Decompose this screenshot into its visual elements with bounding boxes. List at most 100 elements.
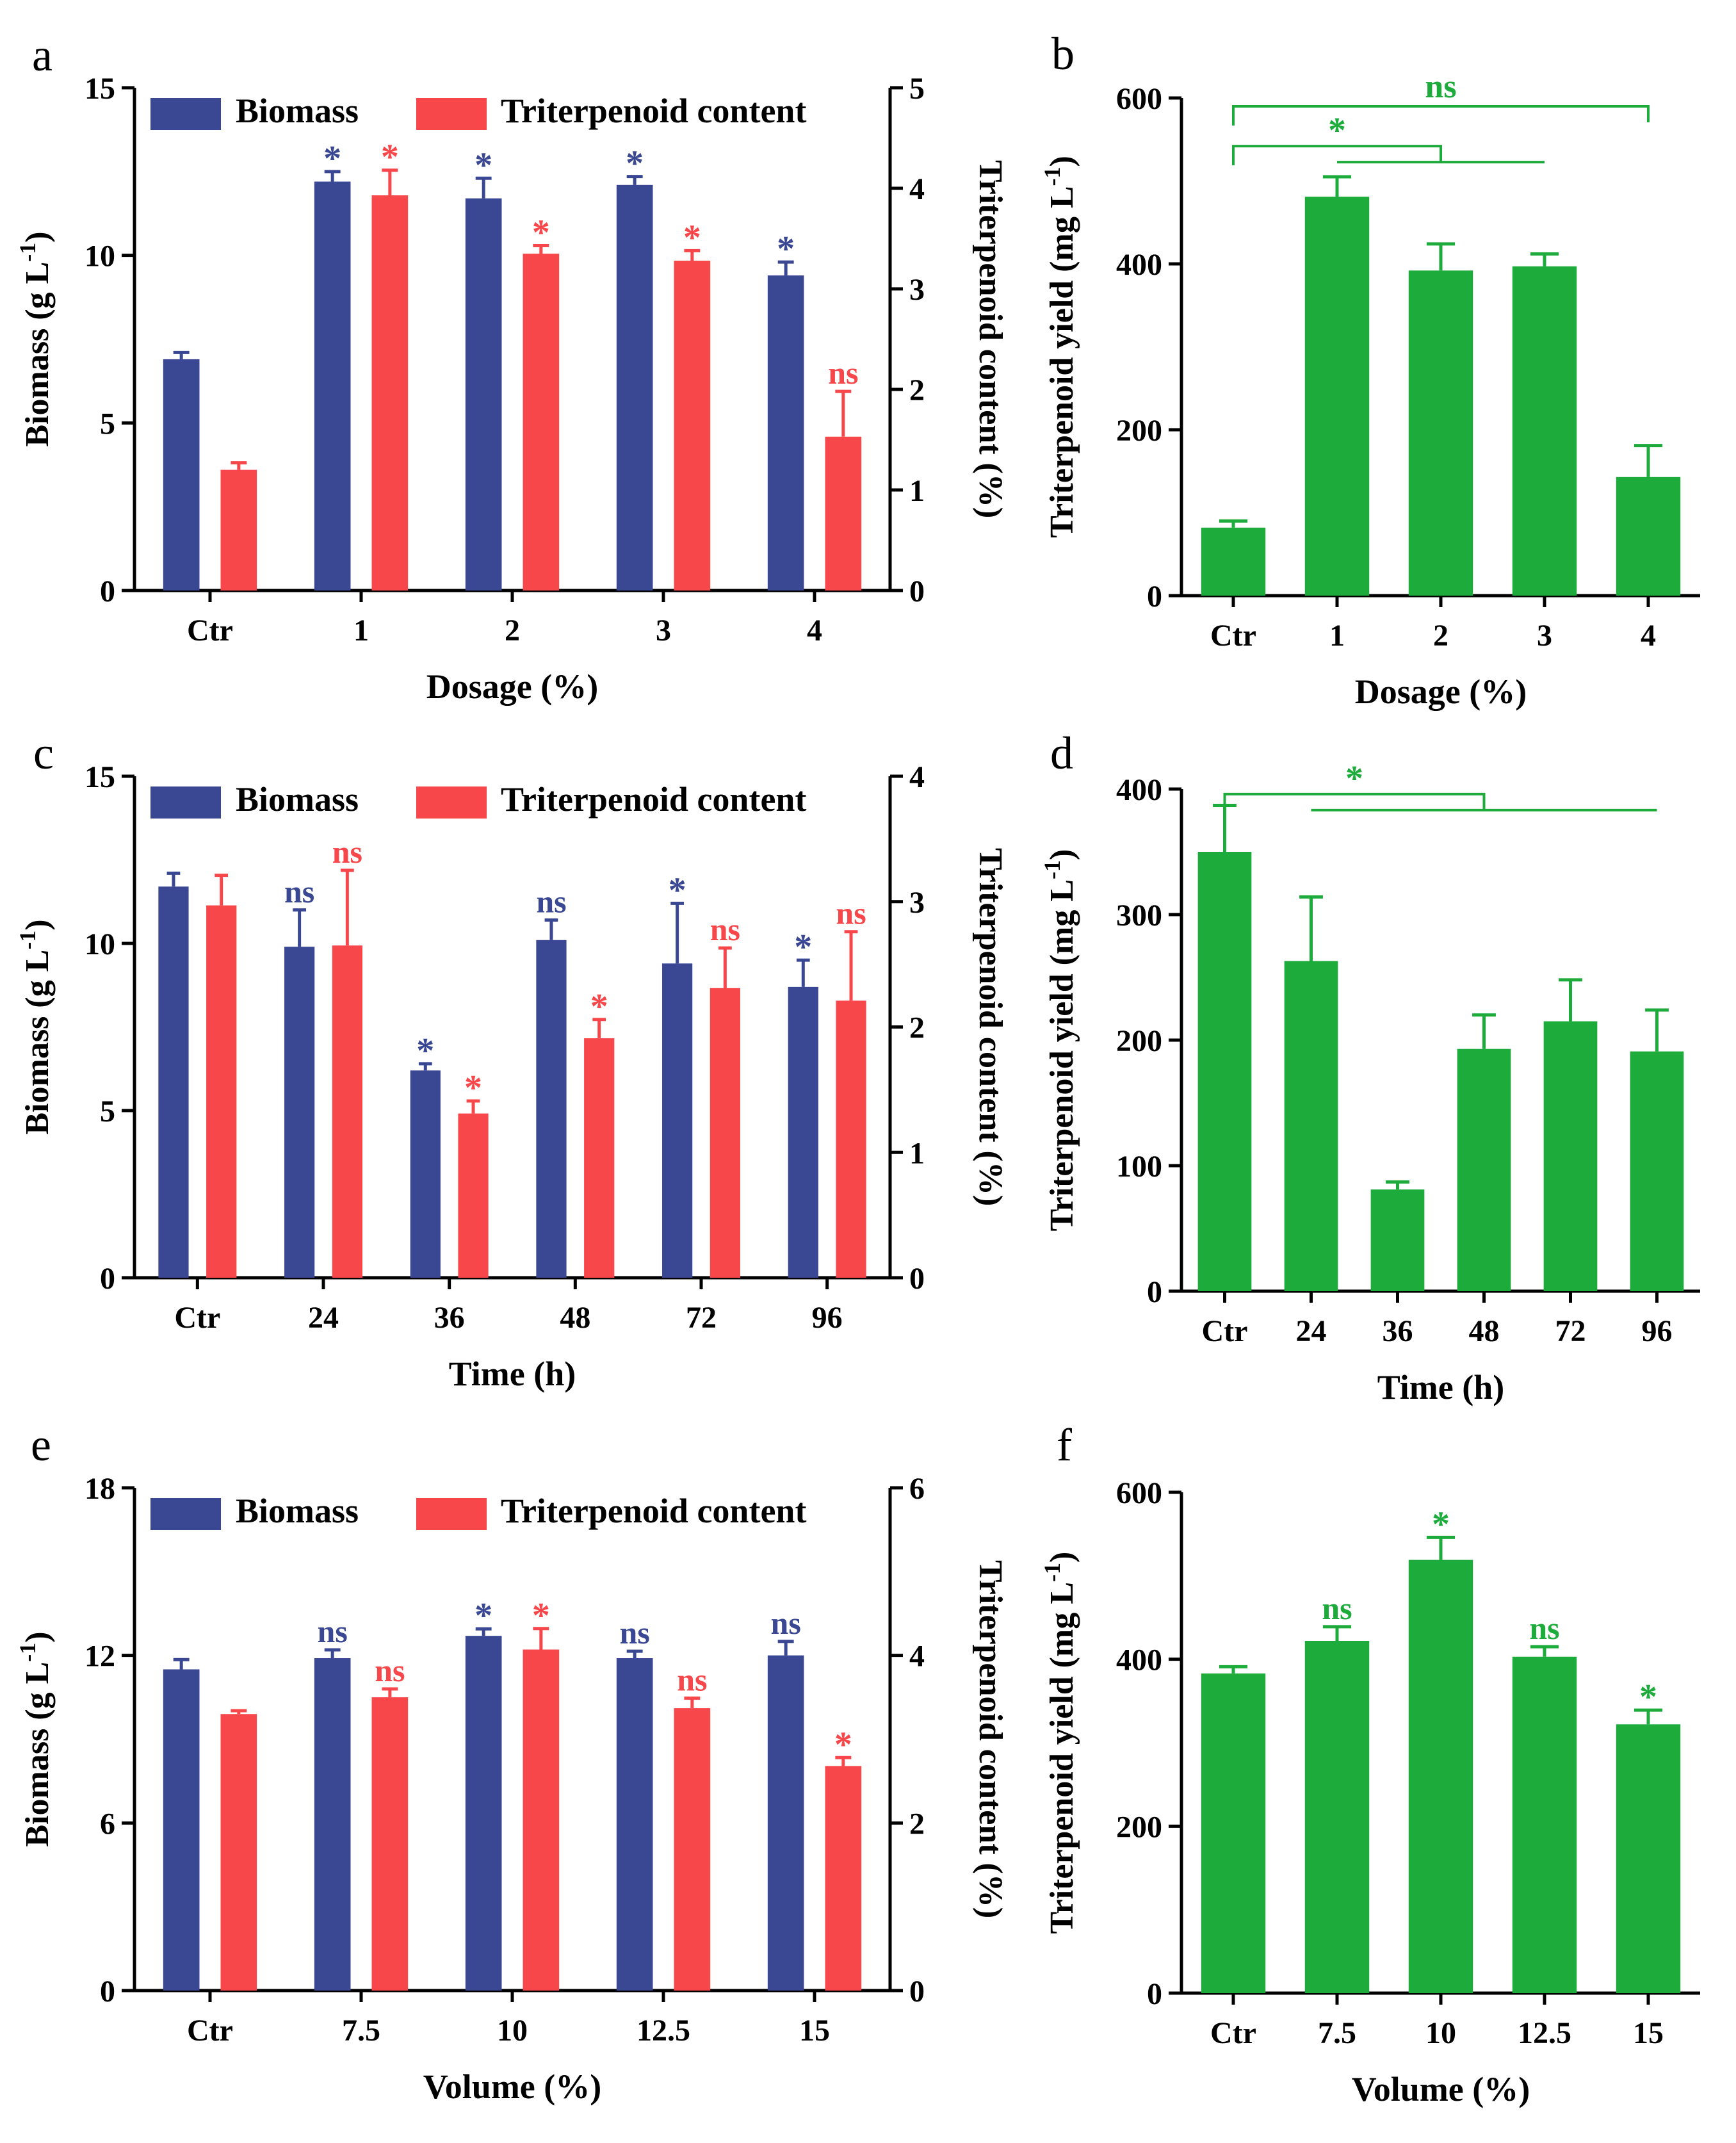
bar-triterpenoid	[220, 1714, 257, 1991]
significance-label: *	[381, 138, 399, 177]
significance-label: *	[1432, 1504, 1450, 1544]
bar-biomass	[163, 1669, 200, 1991]
significance-label: *	[626, 144, 644, 184]
x-tick-label: 7.5	[342, 2014, 380, 2048]
x-tick-label: Ctr	[187, 2014, 233, 2048]
y-tick-label: 0	[100, 574, 115, 608]
x-tick-label: 12.5	[637, 2014, 690, 2048]
legend-swatch-biomass	[150, 786, 221, 819]
legend-label-biomass: Biomass	[236, 92, 359, 130]
bar-yield	[1616, 477, 1681, 596]
x-tick-label: 96	[812, 1301, 843, 1335]
bar-yield	[1370, 1189, 1425, 1291]
legend-label-biomass: Biomass	[236, 1492, 359, 1530]
bar-triterpenoid	[584, 1038, 615, 1278]
bar-biomass	[314, 181, 351, 591]
bar-yield	[1201, 527, 1266, 596]
y-tick-label: 12	[85, 1640, 115, 1674]
x-tick-label: 3	[656, 614, 671, 648]
y2-tick-label: 2	[909, 373, 925, 407]
y-tick-label: 600	[1116, 1476, 1162, 1510]
bar-triterpenoid	[674, 261, 711, 591]
bar-yield	[1616, 1724, 1681, 1993]
significance-label: *	[777, 229, 795, 269]
significance-label: *	[1639, 1677, 1657, 1717]
x-tick-label: Ctr	[174, 1301, 220, 1335]
significance-label: *	[834, 1725, 852, 1764]
bar-triterpenoid	[674, 1708, 711, 1991]
y2-axis-label: Triterpenoid content (%)	[972, 1560, 1009, 1918]
panel-letter-b: b	[1051, 28, 1075, 79]
y-tick-label: 0	[1147, 1977, 1162, 2011]
significance-label: ns	[375, 1652, 405, 1688]
y-tick-label: 400	[1116, 248, 1162, 282]
y2-tick-label: 3	[909, 886, 925, 920]
x-tick-label: 48	[1469, 1314, 1500, 1348]
bar-yield	[1197, 852, 1252, 1291]
legend-swatch-triterpenoid	[416, 1498, 487, 1530]
y-axis-label: Triterpenoid yield (mg L-1)	[1039, 156, 1080, 538]
x-tick-label: Ctr	[187, 614, 233, 648]
panel-letter-a: a	[32, 29, 53, 81]
panel-b: 0 200 400 600 Triterpenoid yield (mg L-1) Ctr…	[1039, 69, 1700, 711]
y-tick-label: 18	[85, 1472, 115, 1506]
x-axis-label: Time (h)	[1377, 1368, 1505, 1406]
x-axis-label: Time (h)	[449, 1355, 576, 1393]
bar-biomass	[788, 986, 818, 1278]
y-tick-label: 200	[1116, 414, 1162, 448]
panel-letter-d: d	[1050, 728, 1073, 779]
significance-bracket	[1232, 104, 1650, 126]
bar-triterpenoid	[825, 436, 862, 591]
y-tick-label: 100	[1116, 1150, 1162, 1184]
x-tick-label: 15	[1633, 2016, 1664, 2050]
x-tick-label: Ctr	[1210, 619, 1256, 653]
bar-yield	[1457, 1048, 1511, 1291]
significance-label: ns	[710, 911, 740, 947]
x-tick-label: 1	[1329, 619, 1345, 653]
bar-biomass	[465, 1636, 502, 1991]
y-tick-label: 15	[85, 72, 115, 106]
x-tick-label: 12.5	[1518, 2016, 1571, 2050]
y2-axis-label: Triterpenoid content (%)	[972, 848, 1009, 1206]
legend-label-triterpenoid: Triterpenoid content	[501, 92, 806, 130]
significance-bracket	[1223, 792, 1486, 813]
y-tick-label: 400	[1116, 1643, 1162, 1677]
bar-triterpenoid	[220, 469, 257, 591]
bar-yield	[1512, 266, 1577, 596]
x-axis-label: Dosage (%)	[426, 667, 598, 706]
bar-yield	[1284, 961, 1338, 1291]
bar-yield	[1304, 1640, 1370, 1993]
bar-triterpenoid	[458, 1113, 489, 1278]
significance-label: *	[323, 139, 341, 179]
significance-bracket-label: ns	[1425, 69, 1456, 105]
y-tick-label: 0	[100, 1262, 115, 1296]
bar-yield	[1630, 1051, 1684, 1291]
legend-swatch-triterpenoid	[416, 98, 487, 130]
panel-a: 0 5 10 15 Biomass (g L-1) 0 1 2 3 4 5 Triterpenoid …	[15, 72, 1009, 706]
bar-triterpenoid	[332, 945, 362, 1278]
bar-triterpenoid	[523, 1649, 560, 1991]
x-tick-label: 2	[505, 614, 520, 648]
y2-tick-label: 1	[909, 474, 925, 508]
y-tick-label: 200	[1116, 1810, 1162, 1844]
bar-yield	[1304, 197, 1370, 596]
x-tick-label: Ctr	[1202, 1314, 1248, 1348]
bar-biomass	[616, 1658, 653, 1991]
panel-letter-e: e	[31, 1419, 51, 1471]
significance-label: *	[475, 1596, 492, 1636]
bar-biomass	[662, 963, 693, 1278]
x-tick-label: 7.5	[1318, 2016, 1356, 2050]
x-tick-label: 10	[1425, 2016, 1456, 2050]
significance-bracket	[1232, 145, 1442, 166]
significance-bracket-label: *	[1345, 759, 1363, 799]
y-tick-label: 600	[1116, 82, 1162, 116]
significance-label: *	[532, 213, 550, 252]
y-tick-label: 6	[100, 1807, 115, 1841]
y-tick-label: 0	[1147, 580, 1162, 614]
bar-yield	[1408, 1560, 1473, 1993]
bar-yield	[1201, 1673, 1266, 1993]
significance-label: ns	[828, 355, 858, 391]
y2-tick-label: 0	[909, 1975, 925, 2009]
y2-tick-label: 0	[909, 1262, 925, 1296]
y2-tick-label: 0	[909, 574, 925, 608]
